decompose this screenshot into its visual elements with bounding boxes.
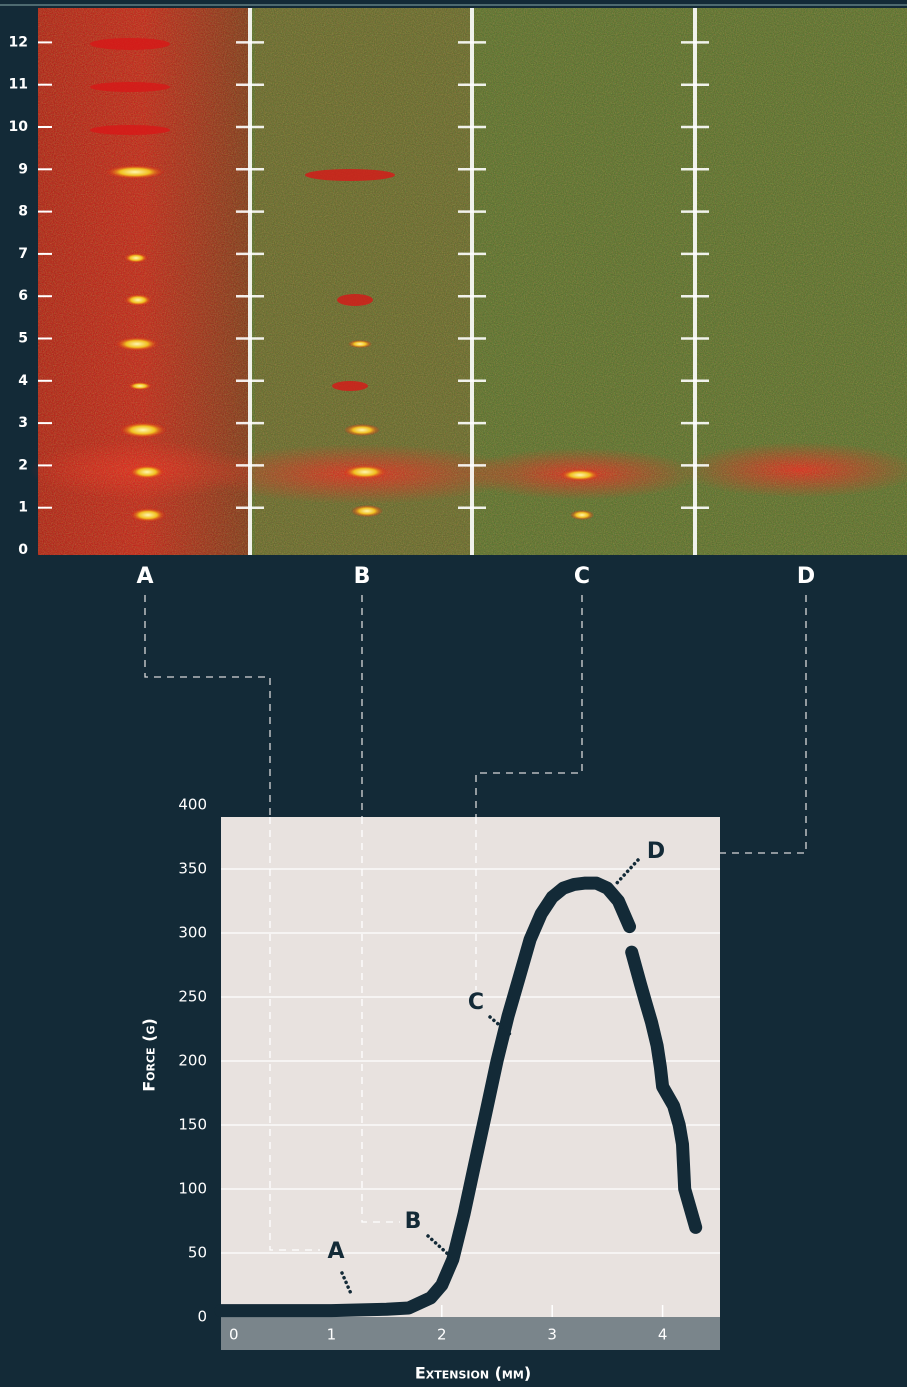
lane-label: C (574, 564, 590, 589)
connectors (144, 595, 807, 854)
row-label: 1 (18, 500, 28, 516)
row-label: 11 (9, 77, 28, 93)
y-tick-label: 150 (178, 1116, 207, 1134)
y-tick-label: 50 (188, 1244, 207, 1262)
row-label: 5 (18, 331, 28, 347)
y-axis-label: Force (g) (140, 1018, 159, 1092)
annotation: D (647, 839, 665, 864)
gel-image (0, 4, 907, 555)
lane-label: B (354, 564, 371, 589)
y-tick-label: 100 (178, 1180, 207, 1198)
annotation: B (405, 1209, 422, 1234)
row-label: 4 (18, 373, 28, 389)
row-label: 10 (9, 119, 29, 135)
annotation-arrow (614, 858, 640, 886)
y-tick-label: 0 (197, 1308, 207, 1326)
x-tick-label: 4 (658, 1326, 668, 1344)
annotation: C (468, 990, 484, 1015)
x-tick-label: 1 (327, 1326, 337, 1344)
row-label: 0 (18, 542, 28, 558)
force-curve (214, 876, 703, 1318)
row-label: 2 (18, 457, 28, 473)
connector (361, 817, 400, 1223)
plot-connectors (269, 817, 477, 1251)
y-tick-label: 300 (178, 924, 207, 942)
y-tick-label: 350 (178, 860, 207, 878)
y-tick-label: 400 (178, 796, 207, 814)
row-label: 9 (18, 161, 28, 177)
annotation-arrow (340, 1271, 354, 1298)
annotation: A (327, 1239, 344, 1264)
lane-label: D (797, 564, 815, 589)
x-tick-label: 0 (229, 1326, 239, 1344)
row-label: 7 (18, 246, 28, 262)
y-tick-label: 200 (178, 1052, 207, 1070)
lane-label: A (136, 564, 153, 589)
row-label: 6 (18, 288, 28, 304)
x-axis-band (221, 1317, 720, 1350)
annotation-arrow (426, 1234, 452, 1258)
x-axis-label: Extension (mm) (415, 1364, 531, 1383)
x-tick-label: 2 (437, 1326, 447, 1344)
row-label: 8 (18, 204, 28, 220)
annotation-arrow (488, 1015, 514, 1038)
connector (269, 817, 320, 1251)
x-tick-label: 3 (547, 1326, 557, 1344)
plot-background (221, 817, 720, 1317)
y-tick-label: 250 (178, 988, 207, 1006)
row-label: 3 (18, 415, 28, 431)
row-label: 12 (9, 34, 28, 50)
